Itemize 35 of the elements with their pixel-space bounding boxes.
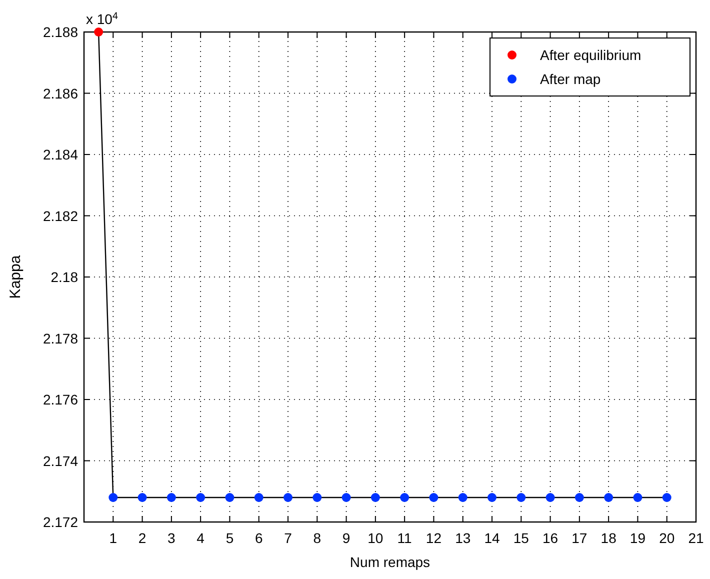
x-tick-label: 2 (138, 530, 146, 546)
x-tick-label: 15 (513, 530, 530, 546)
y-tick-label: 2.186 (42, 85, 78, 102)
x-tick-label: 1 (109, 530, 118, 546)
x-tick-label: 12 (426, 530, 442, 546)
text: x 10$^{4}$ (86, 10, 118, 27)
x-tick-label: 5 (226, 530, 234, 546)
x-tick-label: 4 (196, 530, 205, 546)
x-axis-title: Num remaps (350, 554, 430, 570)
legend-label: After map (540, 71, 601, 87)
x-tick-label: 8 (313, 530, 322, 546)
x-tick-label: 9 (342, 530, 350, 546)
y-axis-title: Kappa (7, 254, 24, 299)
x-tick-label: 14 (484, 530, 500, 546)
y-tick-label: 2.174 (42, 452, 78, 469)
x-tick-label: 3 (168, 530, 176, 546)
y-tick-label: 2.172 (42, 514, 78, 530)
x-tick-label: 17 (572, 530, 588, 546)
x-tick-label: 21 (688, 530, 704, 546)
x-tick-label: 6 (254, 530, 263, 546)
y-tick-label: 2.182 (42, 208, 78, 224)
x-tick-label: 19 (630, 530, 646, 546)
x-tick-label: 11 (397, 530, 412, 546)
y-tick-label: 2.184 (42, 146, 78, 162)
x-tick-label: 10 (368, 530, 384, 546)
x-tick-label: 7 (284, 530, 292, 546)
x-tick-label: 16 (542, 530, 558, 546)
x-tick-label: 18 (600, 530, 617, 546)
y-tick-label: 2.18 (50, 269, 78, 285)
x-tick-label: 13 (455, 530, 471, 546)
legend-label: After equilibrium (540, 47, 642, 63)
y-tick-label: 2.178 (42, 330, 78, 346)
y-tick-label: 2.188 (42, 24, 78, 40)
x-tick-label: 20 (659, 530, 675, 546)
y-tick-label: 2.176 (42, 392, 78, 408)
